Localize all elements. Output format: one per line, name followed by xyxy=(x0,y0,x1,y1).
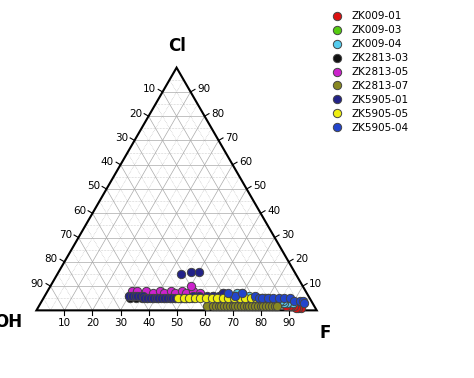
Text: 20: 20 xyxy=(86,318,99,328)
Text: 40: 40 xyxy=(267,206,281,216)
Text: 30: 30 xyxy=(114,318,127,328)
Text: 60: 60 xyxy=(239,157,252,167)
Text: 90: 90 xyxy=(31,279,44,288)
Text: 30: 30 xyxy=(115,133,128,143)
Text: 80: 80 xyxy=(211,108,224,119)
Text: 50: 50 xyxy=(87,181,100,192)
Text: 70: 70 xyxy=(225,133,238,143)
Text: 80: 80 xyxy=(254,318,267,328)
Text: 40: 40 xyxy=(142,318,155,328)
Text: 20: 20 xyxy=(129,108,142,119)
Text: 10: 10 xyxy=(143,84,156,94)
Text: 60: 60 xyxy=(198,318,211,328)
Text: OH: OH xyxy=(0,313,22,331)
Text: 10: 10 xyxy=(310,279,322,288)
Text: 70: 70 xyxy=(226,318,239,328)
Text: 40: 40 xyxy=(101,157,114,167)
Text: 50: 50 xyxy=(253,181,266,192)
Text: F: F xyxy=(319,324,331,342)
Text: 70: 70 xyxy=(59,230,72,240)
Text: 90: 90 xyxy=(197,84,210,94)
Text: 60: 60 xyxy=(73,206,86,216)
Text: Cl: Cl xyxy=(168,37,185,55)
Text: 30: 30 xyxy=(281,230,294,240)
Text: 90: 90 xyxy=(282,318,295,328)
Text: 50: 50 xyxy=(170,318,183,328)
Text: 10: 10 xyxy=(58,318,71,328)
Text: 80: 80 xyxy=(45,254,58,264)
Text: 20: 20 xyxy=(295,254,309,264)
Legend: ZK009-01, ZK009-03, ZK009-04, ZK2813-03, ZK2813-05, ZK2813-07, ZK5905-01, ZK5905: ZK009-01, ZK009-03, ZK009-04, ZK2813-03,… xyxy=(327,11,408,133)
